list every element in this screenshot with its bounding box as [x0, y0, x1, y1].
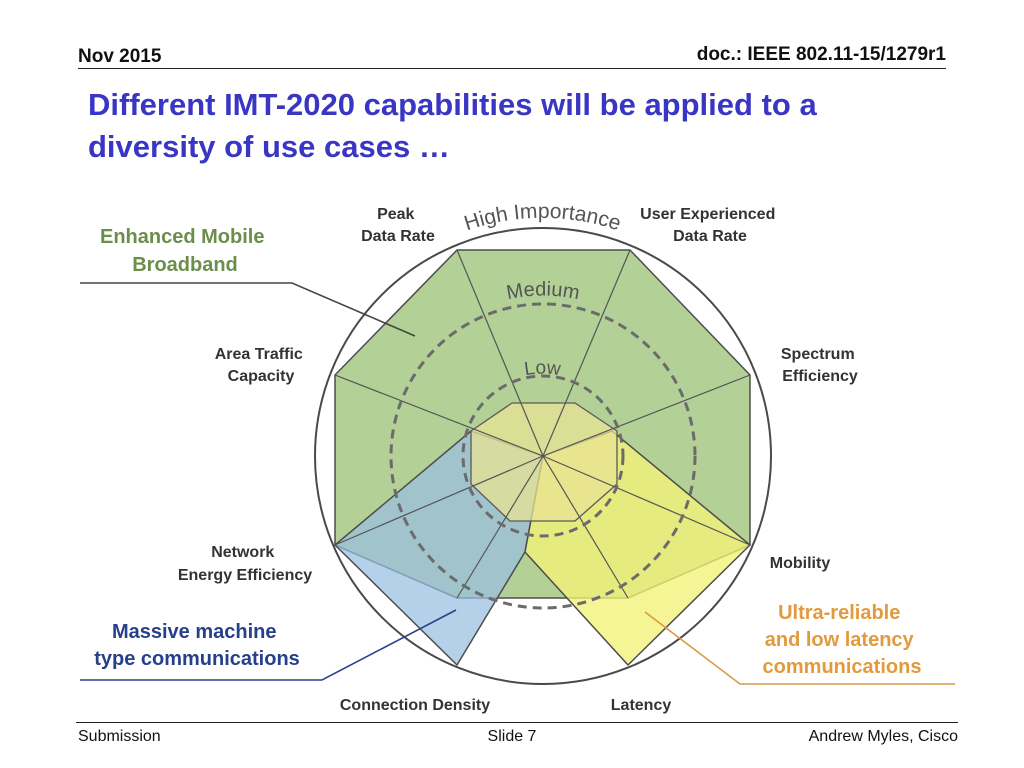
mmtc-callout-line	[80, 609, 457, 681]
axis-label-area-traffic-capacity: Area Traffic Capacity	[215, 346, 308, 385]
ring-label-high: High Importance	[461, 200, 623, 235]
axis-label-network-energy-efficiency: Network Energy Efficiency	[178, 544, 312, 584]
axis-spokes	[334, 249, 751, 599]
slide-title: Different IMT-2020 capabilities will be …	[88, 87, 817, 164]
axis-label-connection-density: Connection Density	[340, 697, 490, 714]
axis-label-latency: Latency	[611, 697, 672, 714]
axis-label-user-experienced-data-rate: User Experienced Data Rate	[640, 206, 780, 245]
low-importance-ring	[461, 374, 625, 538]
header-divider	[78, 68, 946, 69]
medium-importance-ring	[389, 302, 697, 610]
header-date: Nov 2015	[78, 46, 162, 67]
footer-divider	[76, 722, 958, 723]
axis-label-peak-data-rate: Peak Data Rate	[361, 206, 435, 245]
footer-author: Andrew Myles, Cisco	[808, 728, 958, 745]
embb-callout-line	[80, 282, 416, 337]
embb-label: Enhanced Mobile Broadband	[100, 226, 270, 276]
footer-submission: Submission	[78, 728, 161, 745]
urllc-label: Ultra-reliable and low latency communica…	[763, 602, 922, 678]
low-importance-region	[470, 402, 618, 522]
ring-label-medium: Medium	[505, 278, 582, 304]
axis-label-mobility: Mobility	[770, 555, 831, 572]
axis-label-spectrum-efficiency: Spectrum Efficiency	[781, 346, 859, 385]
ring-label-low: Low	[523, 358, 562, 381]
mmtc-label: Massive machine type communications	[94, 621, 300, 670]
high-importance-ring	[314, 227, 772, 685]
footer-slide-number: Slide 7	[487, 728, 537, 745]
urllc-callout-line	[644, 611, 955, 685]
header-doc-id: doc.: IEEE 802.11-15/1279r1	[696, 44, 946, 65]
